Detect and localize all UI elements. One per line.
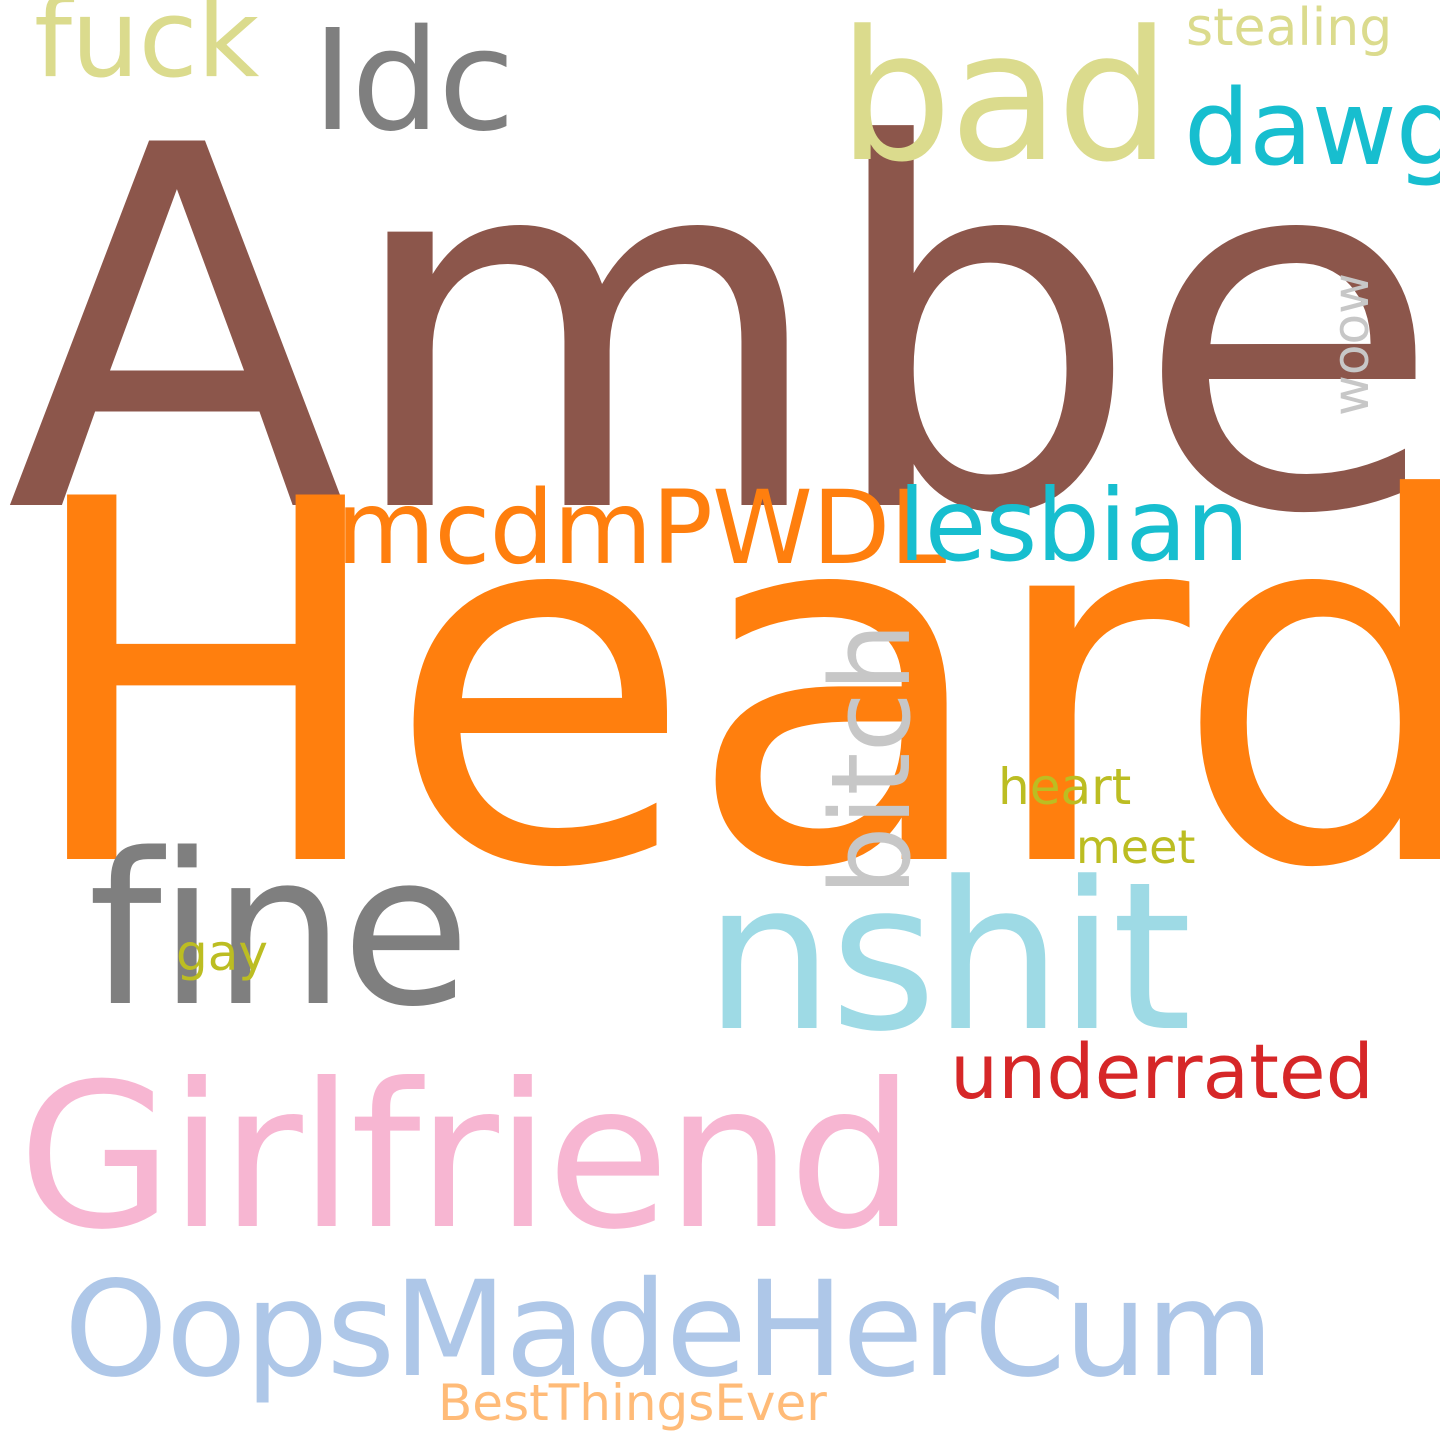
word-amber: Amber bbox=[6, 41, 1440, 623]
word-fine: fine bbox=[88, 808, 471, 1053]
word-idc: Idc bbox=[312, 0, 515, 163]
word-bestthingsever: BestThingsEver bbox=[438, 1374, 827, 1432]
word-lesbian: lesbian bbox=[898, 467, 1249, 584]
word-woow: woow bbox=[1322, 273, 1380, 416]
word-stealing: stealing bbox=[1186, 0, 1393, 58]
word-oopsmadehercum: OopsMadeHerCum bbox=[64, 1253, 1274, 1407]
word-girlfriend: Girlfriend bbox=[18, 1041, 915, 1274]
word-dawg: dawg bbox=[1184, 67, 1440, 189]
word-mcdmpwdl: mcdmPWDL bbox=[336, 469, 946, 588]
word-gay: gay bbox=[176, 924, 268, 982]
word-heard: Heard bbox=[18, 395, 1440, 977]
word-underrated: underrated bbox=[950, 1027, 1374, 1116]
word-heart: heart bbox=[998, 758, 1132, 816]
word-bad: bad bbox=[838, 0, 1171, 202]
word-meet: meet bbox=[1076, 820, 1196, 874]
word-fuck: fuck bbox=[34, 0, 259, 102]
word-nshit: nshit bbox=[704, 839, 1192, 1077]
word-bitch: bitch bbox=[807, 622, 935, 896]
